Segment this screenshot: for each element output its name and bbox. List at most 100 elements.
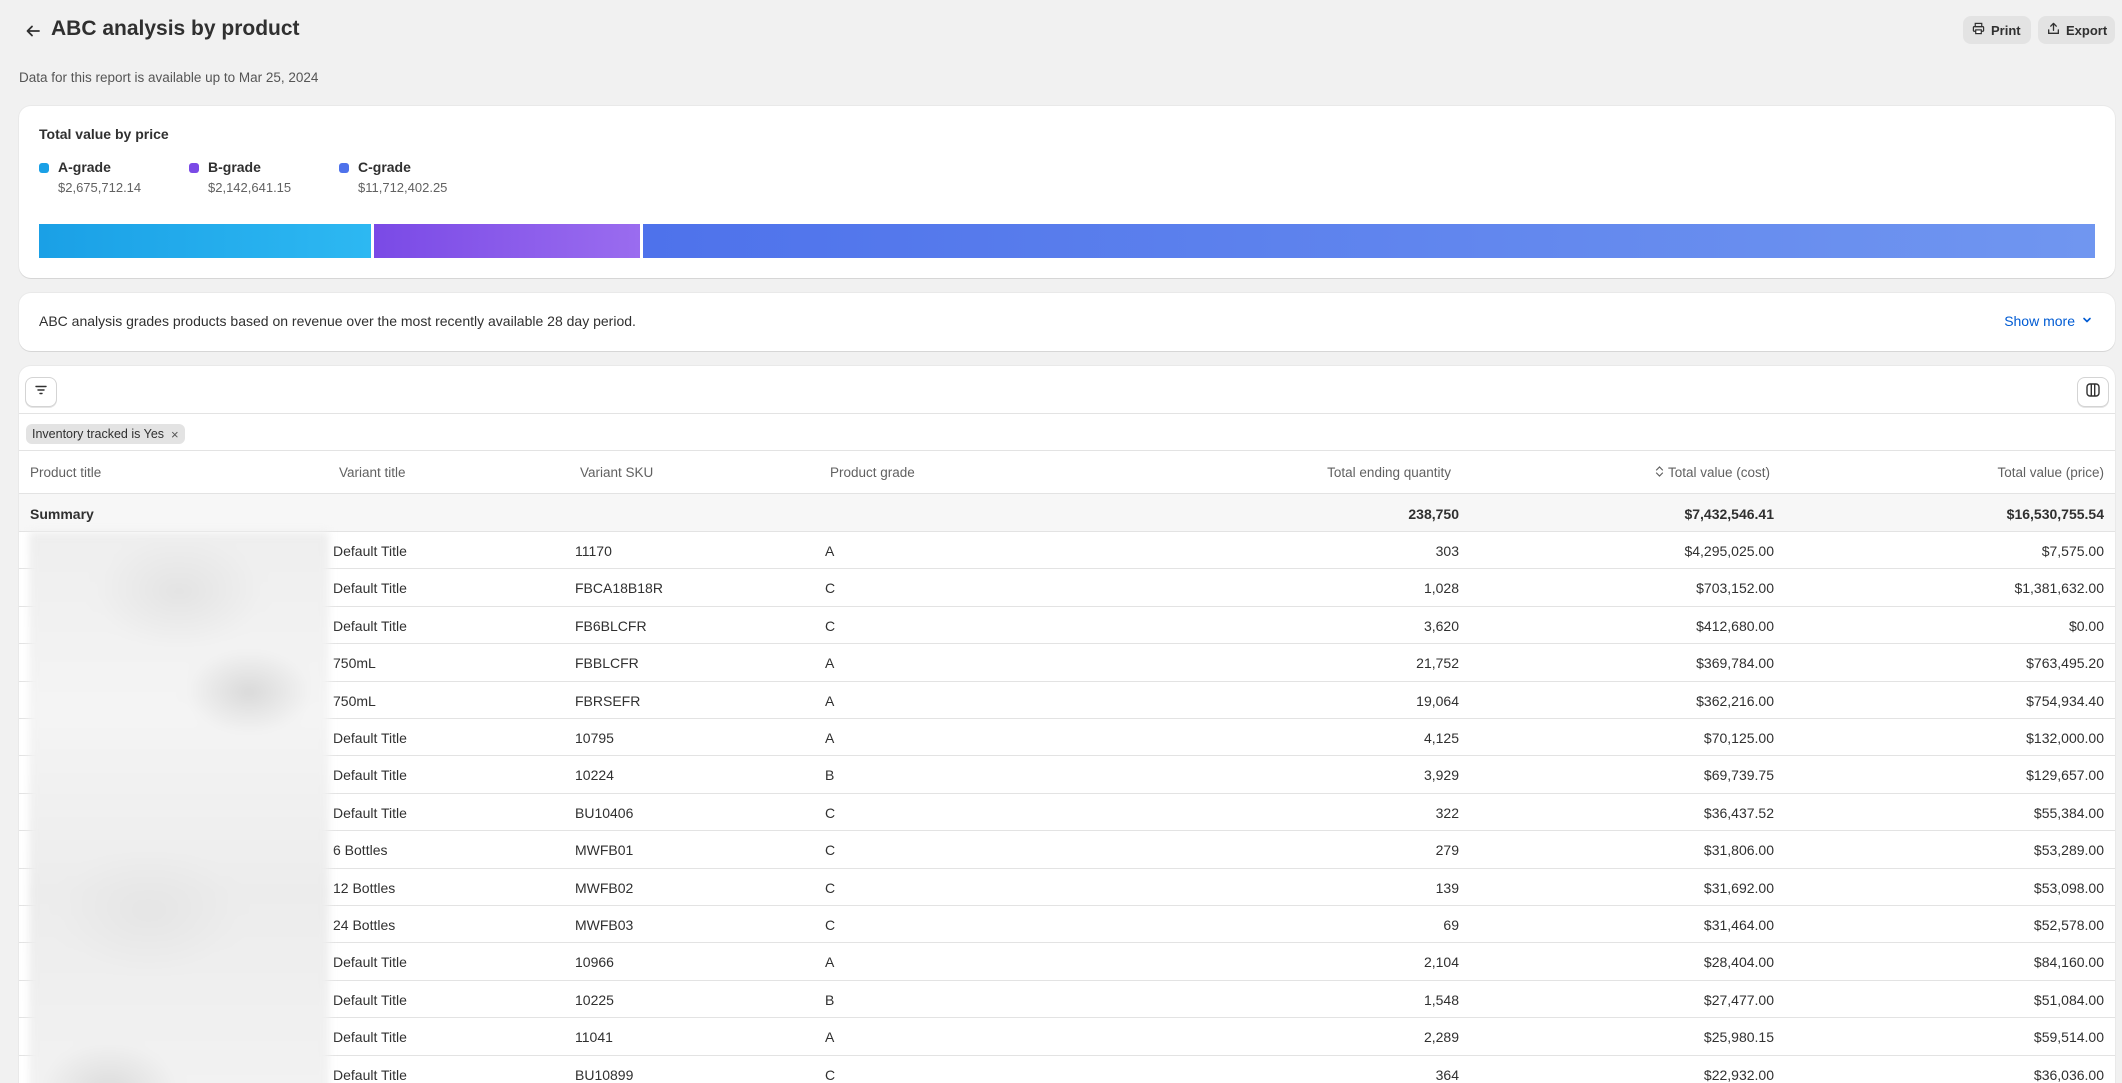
table-row[interactable]: Default Title 10795 A 4,125 $70,125.00 $132,0…: [19, 719, 2115, 757]
show-more-link[interactable]: Show more: [2004, 313, 2093, 329]
column-header-product-grade[interactable]: Product grade: [830, 465, 915, 480]
product-grade-cell: C: [825, 804, 836, 821]
variant-title-cell: Default Title: [333, 580, 407, 597]
product-grade-cell: B: [825, 767, 835, 784]
table-row[interactable]: Default Title BU10899 C 364 $22,932.00 $36,03…: [19, 1055, 2115, 1083]
total-price-cell: $55,384.00: [2033, 804, 2104, 821]
column-header-total-ending-quantity[interactable]: Total ending quantity: [1327, 465, 1451, 480]
filter-button[interactable]: [25, 377, 57, 407]
total-cost-cell: $25,980.15: [1703, 1029, 1774, 1046]
bar-segment-a-grade[interactable]: [39, 224, 371, 258]
data-availability-note: Data for this report is available up to …: [19, 70, 319, 85]
total-cost-cell: $31,464.00: [1703, 917, 1774, 933]
filter-icon: [34, 383, 48, 402]
summary-row: Summary 238,750 $7,432,546.41 $16,530,75…: [19, 494, 2115, 532]
variant-sku-cell: MWFB02: [575, 879, 634, 896]
total-price-cell: $53,098.00: [2033, 879, 2104, 896]
table-row[interactable]: Default Title 10224 B 3,929 $69,739.75 $129,6…: [19, 756, 2115, 794]
product-grade-cell: C: [825, 917, 836, 933]
total-price-cell: $36,036.00: [2033, 1066, 2104, 1083]
export-button[interactable]: Export: [2038, 16, 2115, 44]
variant-sku-cell: FBBLCFR: [575, 655, 639, 672]
total-price-cell: $0.00: [2068, 617, 2104, 634]
variant-title-cell: 12 Bottles: [333, 879, 396, 896]
info-text: ABC analysis grades products based on re…: [39, 313, 636, 329]
print-button[interactable]: Print: [1963, 16, 2031, 44]
printer-icon: [1972, 22, 1985, 38]
product-grade-cell: C: [825, 879, 836, 896]
variant-title-cell: Default Title: [333, 954, 407, 971]
ending-quantity-cell: 2,104: [1423, 954, 1459, 971]
table-row[interactable]: 750mL FBRSEFR A 19,064 $362,216.00 $754,934.4…: [19, 681, 2115, 719]
upload-icon: [2047, 22, 2060, 38]
remove-filter-icon[interactable]: ×: [171, 426, 179, 442]
column-header-product-title[interactable]: Product title: [30, 465, 102, 480]
variant-sku-cell: BU10406: [575, 804, 634, 821]
variant-title-cell: Default Title: [333, 991, 407, 1008]
table-row[interactable]: Default Title 10225 B 1,548 $27,477.00 $51,08…: [19, 980, 2115, 1019]
bar-segment-b-grade[interactable]: [373, 224, 640, 258]
sort-icon: [1655, 465, 1664, 480]
variant-title-cell: Default Title: [333, 1029, 407, 1046]
legend-value: $11,712,402.25: [358, 180, 448, 195]
legend-label: C-grade: [358, 159, 411, 175]
ending-quantity-cell: 3,929: [1423, 767, 1459, 784]
variant-title-cell: 750mL: [333, 692, 376, 709]
table-row[interactable]: 6 Bottles MWFB01 C 279 $31,806.00 $53,289.00: [19, 831, 2115, 869]
table-row[interactable]: Default Title 11170 A 303 $4,295,025.00 $7,57…: [19, 532, 2115, 570]
legend-swatch: [39, 163, 49, 173]
page-title: ABC analysis by product: [51, 17, 300, 40]
table-row[interactable]: Default Title FBCA18B18R C 1,028 $703,152.00…: [19, 569, 2115, 607]
product-grade-cell: A: [825, 655, 835, 672]
summary-label: Summary: [30, 506, 94, 522]
variant-sku-cell: MWFB03: [575, 917, 634, 933]
ending-quantity-cell: 2,289: [1423, 1029, 1459, 1046]
variant-title-cell: Default Title: [333, 730, 407, 746]
product-grade-cell: A: [825, 1029, 835, 1046]
column-header-variant-title[interactable]: Variant title: [339, 465, 406, 480]
bar-segment-c-grade[interactable]: [642, 224, 2095, 258]
total-price-cell: $754,934.40: [2026, 692, 2104, 709]
columns-button[interactable]: [2077, 377, 2109, 407]
filter-chip-label: Inventory tracked is Yes: [32, 427, 165, 441]
table-row[interactable]: 24 Bottles MWFB03 C 69 $31,464.00 $52,578.00: [19, 906, 2115, 944]
table-row[interactable]: 12 Bottles MWFB02 C 139 $31,692.00 $53,098.00: [19, 868, 2115, 906]
column-header-variant-sku[interactable]: Variant SKU: [580, 465, 654, 480]
table-row[interactable]: 750mL FBBLCFR A 21,752 $369,784.00 $763,495.2…: [19, 644, 2115, 682]
product-grade-cell: C: [825, 580, 836, 597]
column-header-total-value-cost[interactable]: Total value (cost): [1655, 465, 1770, 480]
product-grade-cell: C: [825, 617, 836, 634]
table-row[interactable]: Default Title 11041 A 2,289 $25,980.15 $59,51…: [19, 1018, 2115, 1056]
ending-quantity-cell: 3,620: [1423, 617, 1459, 634]
summary-cost: $7,432,546.41: [1684, 506, 1774, 522]
total-cost-cell: $362,216.00: [1696, 692, 1774, 709]
total-cost-cell: $412,680.00: [1696, 617, 1774, 634]
table-row[interactable]: Default Title BU10406 C 322 $36,437.52 $55,38…: [19, 793, 2115, 832]
applied-filters: Inventory tracked is Yes ×: [19, 413, 2115, 450]
back-arrow-icon[interactable]: [20, 18, 46, 44]
ending-quantity-cell: 279: [1435, 842, 1459, 859]
column-header-total-value-price[interactable]: Total value (price): [1997, 465, 2104, 480]
ending-quantity-cell: 1,548: [1423, 991, 1459, 1008]
ending-quantity-cell: 19,064: [1416, 692, 1459, 709]
variant-sku-cell: 10224: [575, 767, 614, 784]
variant-sku-cell: 10966: [575, 954, 614, 971]
variant-sku-cell: 10795: [575, 730, 614, 746]
info-card: ABC analysis grades products based on re…: [19, 293, 2115, 351]
variant-title-cell: Default Title: [333, 804, 407, 821]
total-cost-cell: $31,692.00: [1703, 879, 1774, 896]
table-row[interactable]: Default Title FB6BLCFR C 3,620 $412,680.00 $0…: [19, 606, 2115, 645]
variant-sku-cell: FB6BLCFR: [575, 617, 647, 634]
column-header-label: Total value (cost): [1667, 465, 1770, 480]
variant-sku-cell: 11041: [575, 1029, 613, 1046]
ending-quantity-cell: 303: [1435, 543, 1459, 559]
table-row[interactable]: Default Title 10966 A 2,104 $28,404.00 $84,16…: [19, 943, 2115, 981]
total-cost-cell: $27,477.00: [1703, 991, 1774, 1008]
variant-title-cell: Default Title: [333, 617, 407, 634]
total-price-cell: $7,575.00: [2041, 543, 2104, 559]
total-cost-cell: $28,404.00: [1703, 954, 1774, 971]
filter-chip[interactable]: Inventory tracked is Yes ×: [26, 424, 185, 444]
legend-swatch: [339, 163, 349, 173]
show-more-label: Show more: [2004, 313, 2075, 329]
variant-sku-cell: FBRSEFR: [575, 692, 641, 709]
